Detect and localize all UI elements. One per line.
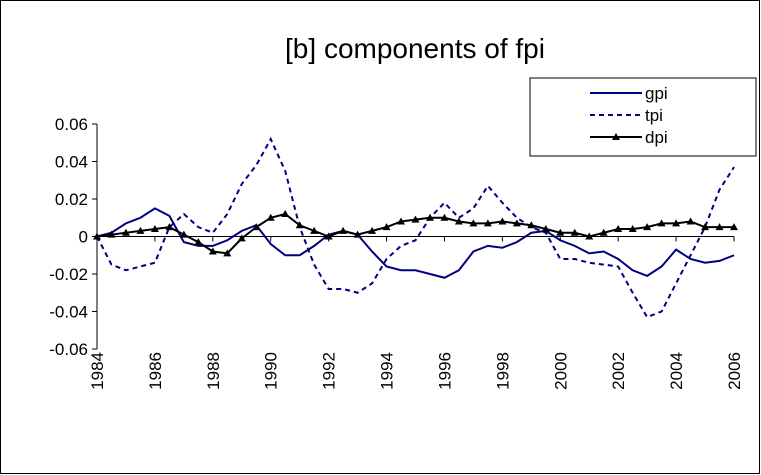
marker	[339, 226, 348, 234]
marker	[483, 219, 492, 227]
marker	[397, 217, 406, 225]
x-tick-label: 2004	[667, 352, 686, 390]
legend-label: tpi	[645, 106, 663, 125]
marker	[237, 234, 246, 242]
y-tick-label: 0.04	[55, 153, 88, 172]
marker	[107, 230, 116, 238]
legend-marker	[612, 133, 620, 140]
marker	[686, 217, 695, 225]
marker	[614, 225, 623, 232]
x-tick-label: 1994	[378, 352, 397, 390]
marker	[730, 223, 738, 231]
x-tick-label: 2000	[551, 352, 570, 390]
marker	[599, 228, 608, 236]
marker	[252, 223, 261, 231]
y-tick-label: 0.06	[55, 115, 88, 134]
marker	[628, 225, 637, 232]
chart-title: [b] components of fpi	[285, 33, 545, 64]
x-tick-label: 1992	[320, 352, 339, 390]
legend-label: gpi	[645, 84, 668, 103]
marker	[150, 225, 159, 232]
marker	[121, 228, 130, 236]
x-tick-label: 1984	[88, 352, 107, 390]
x-tick-label: 1990	[262, 352, 281, 390]
marker	[382, 223, 391, 231]
marker	[208, 247, 217, 255]
marker	[179, 230, 188, 238]
y-tick-label: 0.02	[55, 190, 88, 209]
marker	[440, 213, 449, 221]
marker	[136, 226, 145, 234]
y-tick-label: 0	[79, 228, 88, 247]
x-tick-label: 1988	[204, 352, 223, 390]
marker	[266, 213, 275, 221]
y-tick-label: -0.04	[49, 303, 88, 322]
y-tick-label: -0.02	[49, 265, 88, 284]
marker	[310, 226, 319, 234]
marker	[165, 223, 174, 231]
marker	[353, 230, 362, 238]
marker	[556, 228, 565, 236]
x-tick-label: 2002	[609, 352, 628, 390]
y-tick-label: -0.06	[49, 340, 88, 359]
marker	[512, 219, 521, 227]
marker	[527, 221, 536, 229]
x-tick-label: 1998	[493, 352, 512, 390]
marker	[223, 249, 232, 257]
marker	[570, 228, 579, 236]
series-line	[96, 136, 735, 319]
marker	[93, 232, 101, 240]
marker	[498, 217, 507, 225]
marker	[368, 226, 377, 234]
legend-box	[529, 77, 757, 157]
marker	[585, 232, 594, 240]
marker	[643, 223, 652, 231]
marker	[281, 210, 290, 217]
marker	[295, 221, 304, 229]
marker	[672, 219, 681, 227]
marker	[425, 213, 434, 221]
marker	[657, 219, 666, 227]
x-tick-label: 1996	[435, 352, 454, 390]
marker	[469, 219, 478, 227]
marker	[541, 225, 550, 232]
marker	[194, 238, 203, 246]
legend-label: dpi	[645, 128, 668, 147]
x-tick-label: 1986	[146, 352, 165, 390]
x-tick-label: 2006	[725, 352, 744, 390]
marker	[701, 223, 710, 231]
marker	[324, 232, 333, 240]
marker	[715, 223, 724, 231]
marker	[411, 215, 420, 223]
marker	[454, 217, 463, 225]
